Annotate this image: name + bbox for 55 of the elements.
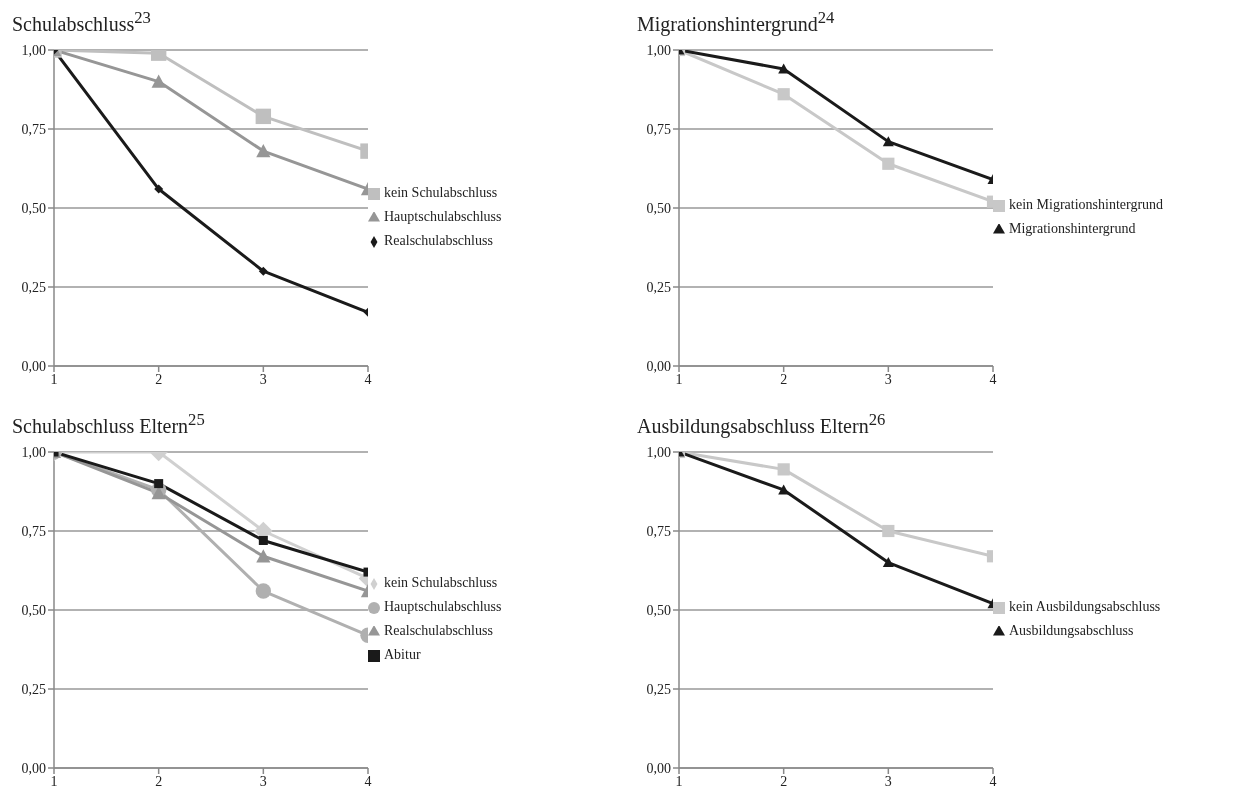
legend-label: Hauptschulabschluss: [384, 209, 502, 224]
y-tick-label: 0,50: [21, 602, 46, 618]
chart-title: Schulabschluss Eltern$^{25}$: [11, 410, 206, 439]
y-tick-label: 0,50: [646, 602, 671, 618]
y-tick-label: 0,50: [21, 200, 46, 216]
x-tick-label: 2: [780, 773, 788, 789]
legend-label: Realschulabschluss: [384, 233, 493, 248]
x-tick-label: 2: [155, 371, 163, 387]
point: [882, 524, 895, 538]
y-tick-label: 0,25: [21, 681, 46, 697]
y-tick-label: 0,75: [21, 523, 46, 539]
point: [882, 157, 895, 170]
x-tick-label: 4: [989, 773, 997, 789]
x-tick-label: 1: [50, 773, 58, 789]
x-tick-label: 4: [364, 773, 372, 789]
x-tick-label: 4: [364, 371, 372, 387]
y-tick-label: 0,25: [21, 279, 46, 295]
legend-label: Ausbildungsabschluss: [1009, 623, 1134, 638]
x-tick-label: 4: [989, 371, 997, 387]
x-tick-label: 3: [259, 773, 267, 789]
y-tick-label: 0,75: [21, 121, 46, 137]
x-tick-label: 3: [259, 371, 267, 387]
legend-label: kein Schulabschluss: [384, 185, 498, 200]
y-tick-label: 0,50: [646, 200, 671, 216]
x-tick-label: 1: [675, 773, 683, 789]
chart-title: Migrationshintergrund$^{24}$: [636, 8, 836, 38]
legend-label: kein Ausbildungsabschluss: [1009, 599, 1161, 614]
y-tick-label: 0,00: [21, 358, 46, 374]
legend-label: Migrationshintergrund: [1009, 221, 1136, 236]
y-tick-label: 0,00: [646, 358, 671, 374]
legend-label: Realschulabschluss: [384, 623, 493, 638]
y-tick-label: 0,00: [21, 760, 46, 776]
x-tick-label: 1: [50, 371, 58, 387]
x-tick-label: 3: [884, 773, 892, 789]
y-tick-label: 1,00: [646, 444, 671, 460]
x-tick-label: 2: [780, 371, 788, 387]
y-tick-label: 0,75: [646, 523, 671, 539]
y-tick-label: 0,00: [646, 760, 671, 776]
y-tick-label: 1,00: [21, 42, 46, 58]
legend-label: Abitur: [384, 647, 421, 662]
legend-label: Hauptschulabschluss: [384, 599, 502, 614]
x-tick-label: 1: [675, 371, 683, 387]
chart-title: Schulabschluss$^{23}$: [11, 8, 152, 37]
chart-title: Ausbildungsabschluss Eltern$^{26}$: [636, 410, 887, 440]
y-tick-label: 1,00: [21, 444, 46, 460]
y-tick-label: 0,25: [646, 681, 671, 697]
y-tick-label: 0,75: [646, 121, 671, 137]
legend-label: kein Migrationshintergrund: [1009, 197, 1164, 212]
point: [777, 88, 790, 101]
x-tick-label: 3: [884, 371, 892, 387]
point: [777, 463, 790, 476]
legend-label: kein Schulabschluss: [384, 575, 498, 590]
y-tick-label: 0,25: [646, 279, 671, 295]
y-tick-label: 1,00: [646, 42, 671, 58]
x-tick-label: 2: [155, 773, 163, 789]
